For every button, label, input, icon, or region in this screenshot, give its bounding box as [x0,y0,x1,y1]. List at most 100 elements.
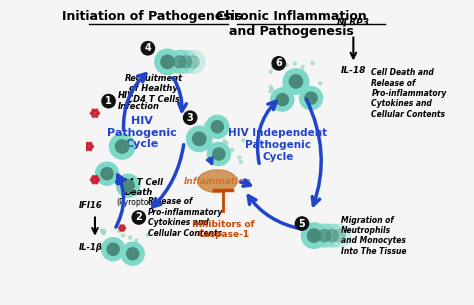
Circle shape [92,176,95,178]
Circle shape [193,129,196,131]
Circle shape [91,178,93,181]
Circle shape [173,56,186,68]
Circle shape [120,229,122,231]
Circle shape [212,131,216,134]
Circle shape [109,134,135,159]
Circle shape [95,115,98,117]
Circle shape [121,234,125,237]
Circle shape [107,251,110,254]
Circle shape [272,66,275,69]
Circle shape [161,55,174,69]
Circle shape [200,142,203,145]
Circle shape [285,63,288,66]
Circle shape [301,223,327,248]
FancyArrowPatch shape [257,101,276,163]
Circle shape [226,127,228,131]
Circle shape [310,97,313,100]
Circle shape [269,90,272,93]
Circle shape [276,94,288,106]
Circle shape [101,238,125,261]
FancyArrowPatch shape [153,145,184,207]
Text: 5: 5 [299,218,305,228]
FancyArrowPatch shape [124,74,146,130]
Circle shape [214,131,217,134]
Circle shape [86,148,89,151]
Text: Migration of
Neutrophils
and Monocytes
Into The Tissue: Migration of Neutrophils and Monocytes I… [341,216,407,256]
Circle shape [114,245,117,248]
Circle shape [328,224,351,247]
FancyArrowPatch shape [248,196,302,229]
Circle shape [132,211,146,224]
Circle shape [333,230,345,242]
Circle shape [271,88,273,91]
Circle shape [223,139,226,142]
Circle shape [168,50,191,73]
Circle shape [211,123,214,126]
Circle shape [95,181,98,184]
Text: Inflammation: Inflammation [183,177,251,186]
Circle shape [108,250,111,253]
Circle shape [86,144,91,149]
Circle shape [187,126,212,152]
Circle shape [313,224,336,247]
Circle shape [203,140,206,143]
Circle shape [305,92,317,104]
Circle shape [269,70,272,73]
Circle shape [122,180,134,192]
Text: IL-1β: IL-1β [79,243,102,252]
Circle shape [92,115,95,117]
Circle shape [96,162,118,185]
Circle shape [216,159,219,162]
Text: IL-18: IL-18 [341,66,366,75]
Circle shape [95,109,98,112]
Circle shape [199,130,201,133]
Text: 6: 6 [275,58,282,68]
Circle shape [129,251,132,254]
Circle shape [206,115,229,138]
Circle shape [116,140,129,153]
Circle shape [209,126,211,129]
Circle shape [270,97,273,100]
Circle shape [182,50,205,73]
FancyArrowPatch shape [241,180,250,186]
Text: Inhibitors of
Caspase-1: Inhibitors of Caspase-1 [192,220,255,239]
Circle shape [217,130,220,133]
Circle shape [289,75,302,88]
Circle shape [89,142,92,145]
Circle shape [135,239,138,242]
Circle shape [201,138,204,142]
Text: NLRP3: NLRP3 [337,18,370,27]
Circle shape [209,141,212,144]
Circle shape [242,139,245,142]
Circle shape [97,178,100,181]
Circle shape [238,156,241,159]
Circle shape [295,217,309,230]
Circle shape [288,73,291,76]
Circle shape [122,225,124,227]
Text: CD4 T Cell
Death: CD4 T Cell Death [115,178,163,197]
Circle shape [101,168,113,180]
FancyArrowPatch shape [173,78,186,111]
Circle shape [119,227,121,229]
Circle shape [109,241,112,244]
FancyArrowPatch shape [306,99,321,205]
Circle shape [305,87,309,90]
Circle shape [319,230,331,242]
Circle shape [89,148,92,151]
Circle shape [293,62,296,65]
Circle shape [225,142,228,145]
Circle shape [118,229,120,232]
Circle shape [269,85,272,88]
Circle shape [300,87,322,109]
Circle shape [174,50,197,73]
Circle shape [117,174,140,197]
Circle shape [326,230,338,242]
Circle shape [271,88,294,111]
Circle shape [84,145,87,148]
Circle shape [129,251,132,254]
Circle shape [105,242,109,245]
Circle shape [122,229,124,231]
Circle shape [208,142,230,166]
Circle shape [140,249,143,253]
Circle shape [146,233,149,236]
